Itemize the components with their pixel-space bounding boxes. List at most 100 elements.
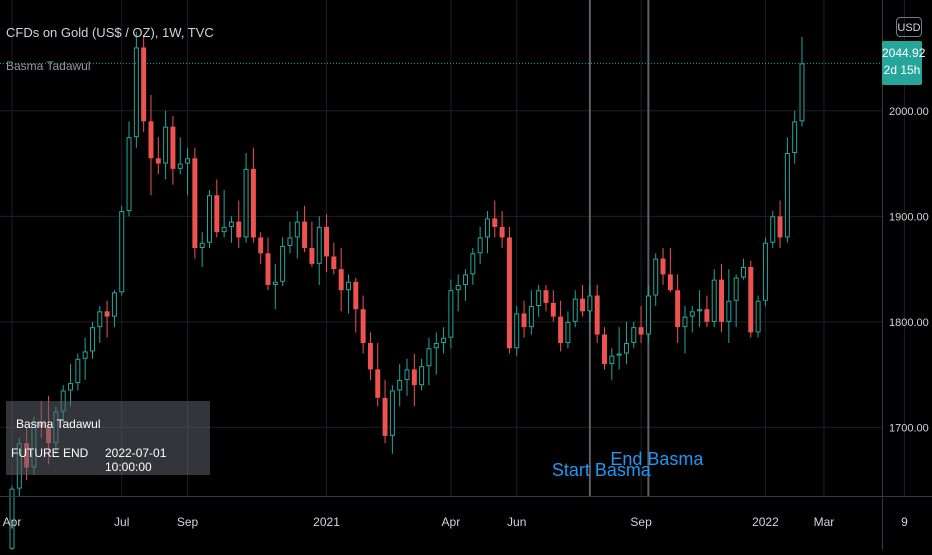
candle-body bbox=[177, 163, 183, 169]
candle-body bbox=[9, 488, 15, 549]
candle-body bbox=[762, 242, 768, 301]
candle-body bbox=[587, 295, 593, 312]
candle bbox=[155, 137, 161, 175]
candle-body bbox=[338, 269, 344, 291]
candle-body bbox=[645, 295, 651, 335]
candle-body bbox=[448, 290, 454, 338]
candle bbox=[287, 221, 293, 254]
candle bbox=[762, 237, 768, 307]
candle bbox=[345, 274, 351, 314]
end-marker-label: End Basma bbox=[610, 449, 704, 469]
candle bbox=[521, 300, 527, 338]
candle-body bbox=[419, 366, 425, 386]
candle bbox=[638, 306, 644, 343]
candle bbox=[580, 284, 586, 317]
candle bbox=[68, 364, 74, 407]
candle bbox=[623, 321, 629, 365]
candle-body bbox=[528, 306, 534, 328]
candle bbox=[616, 327, 622, 370]
candle bbox=[382, 379, 388, 444]
candle-body bbox=[360, 309, 366, 343]
candle-body bbox=[609, 355, 615, 365]
candle bbox=[558, 300, 564, 352]
candle bbox=[236, 200, 242, 248]
candle-body bbox=[250, 168, 256, 238]
candle-body bbox=[675, 290, 681, 328]
candle bbox=[294, 211, 300, 259]
candle-body bbox=[243, 168, 249, 238]
candle-body bbox=[89, 327, 95, 352]
candle-body bbox=[353, 281, 359, 310]
start-marker-label: Start Basma bbox=[552, 460, 652, 480]
candle bbox=[338, 248, 344, 312]
candle-body bbox=[104, 311, 110, 317]
candle-body bbox=[141, 47, 147, 122]
candle bbox=[733, 274, 739, 328]
candle bbox=[185, 147, 191, 196]
candle bbox=[404, 358, 410, 396]
candle-body bbox=[389, 390, 395, 436]
candle-body bbox=[272, 281, 278, 285]
candle bbox=[704, 295, 710, 328]
candle-body bbox=[631, 327, 637, 343]
candle-body bbox=[565, 321, 571, 343]
candle-body bbox=[287, 237, 293, 246]
candle-body bbox=[499, 226, 505, 238]
candle-body bbox=[477, 237, 483, 254]
candle bbox=[770, 211, 776, 248]
candle-body bbox=[770, 216, 776, 243]
candle bbox=[221, 189, 227, 238]
candle-body bbox=[455, 284, 461, 291]
candle bbox=[506, 226, 512, 354]
candle bbox=[470, 248, 476, 285]
candle-body bbox=[711, 279, 717, 322]
candle-body bbox=[470, 253, 476, 275]
candle-body bbox=[411, 369, 417, 386]
candle bbox=[111, 290, 117, 328]
candle bbox=[697, 290, 703, 328]
candle bbox=[653, 253, 659, 307]
candle-body bbox=[265, 253, 271, 285]
candle bbox=[645, 284, 651, 343]
candle-body bbox=[185, 158, 191, 164]
candle-body bbox=[638, 327, 644, 335]
candle-body bbox=[207, 195, 212, 243]
candle bbox=[748, 260, 754, 338]
candle bbox=[250, 147, 256, 243]
x-tick-label: 9 bbox=[901, 515, 908, 529]
last-price-badge: 2044.92 2d 15h bbox=[882, 41, 926, 85]
candle-body bbox=[492, 218, 498, 227]
candle-body bbox=[536, 290, 542, 307]
candle bbox=[316, 216, 322, 285]
candle bbox=[455, 274, 461, 312]
candle-body bbox=[345, 281, 351, 291]
candle bbox=[133, 31, 139, 148]
y-tick-label: 1800.00 bbox=[889, 317, 929, 329]
info-table-row-label: FUTURE END bbox=[11, 446, 89, 460]
candle-body bbox=[228, 221, 234, 227]
candle-body bbox=[594, 295, 600, 335]
candle bbox=[477, 226, 483, 264]
candle-body bbox=[580, 298, 586, 312]
candle bbox=[199, 232, 205, 267]
candle-body bbox=[119, 211, 125, 293]
candle bbox=[389, 385, 395, 454]
candle-body bbox=[331, 256, 337, 270]
candle bbox=[280, 237, 286, 286]
candle bbox=[272, 263, 278, 310]
candle-body bbox=[214, 195, 220, 233]
candle-body bbox=[616, 353, 622, 356]
candle bbox=[104, 300, 110, 338]
candle bbox=[331, 242, 337, 275]
currency-button[interactable]: USD bbox=[896, 17, 922, 37]
indicator-label[interactable]: Basma Tadawul bbox=[6, 59, 91, 73]
last-price-value: 2044.92 bbox=[882, 46, 926, 60]
candle bbox=[587, 284, 593, 322]
candle bbox=[565, 311, 571, 349]
candle-body bbox=[294, 221, 300, 238]
candle-body bbox=[258, 237, 264, 254]
candle bbox=[792, 110, 798, 164]
